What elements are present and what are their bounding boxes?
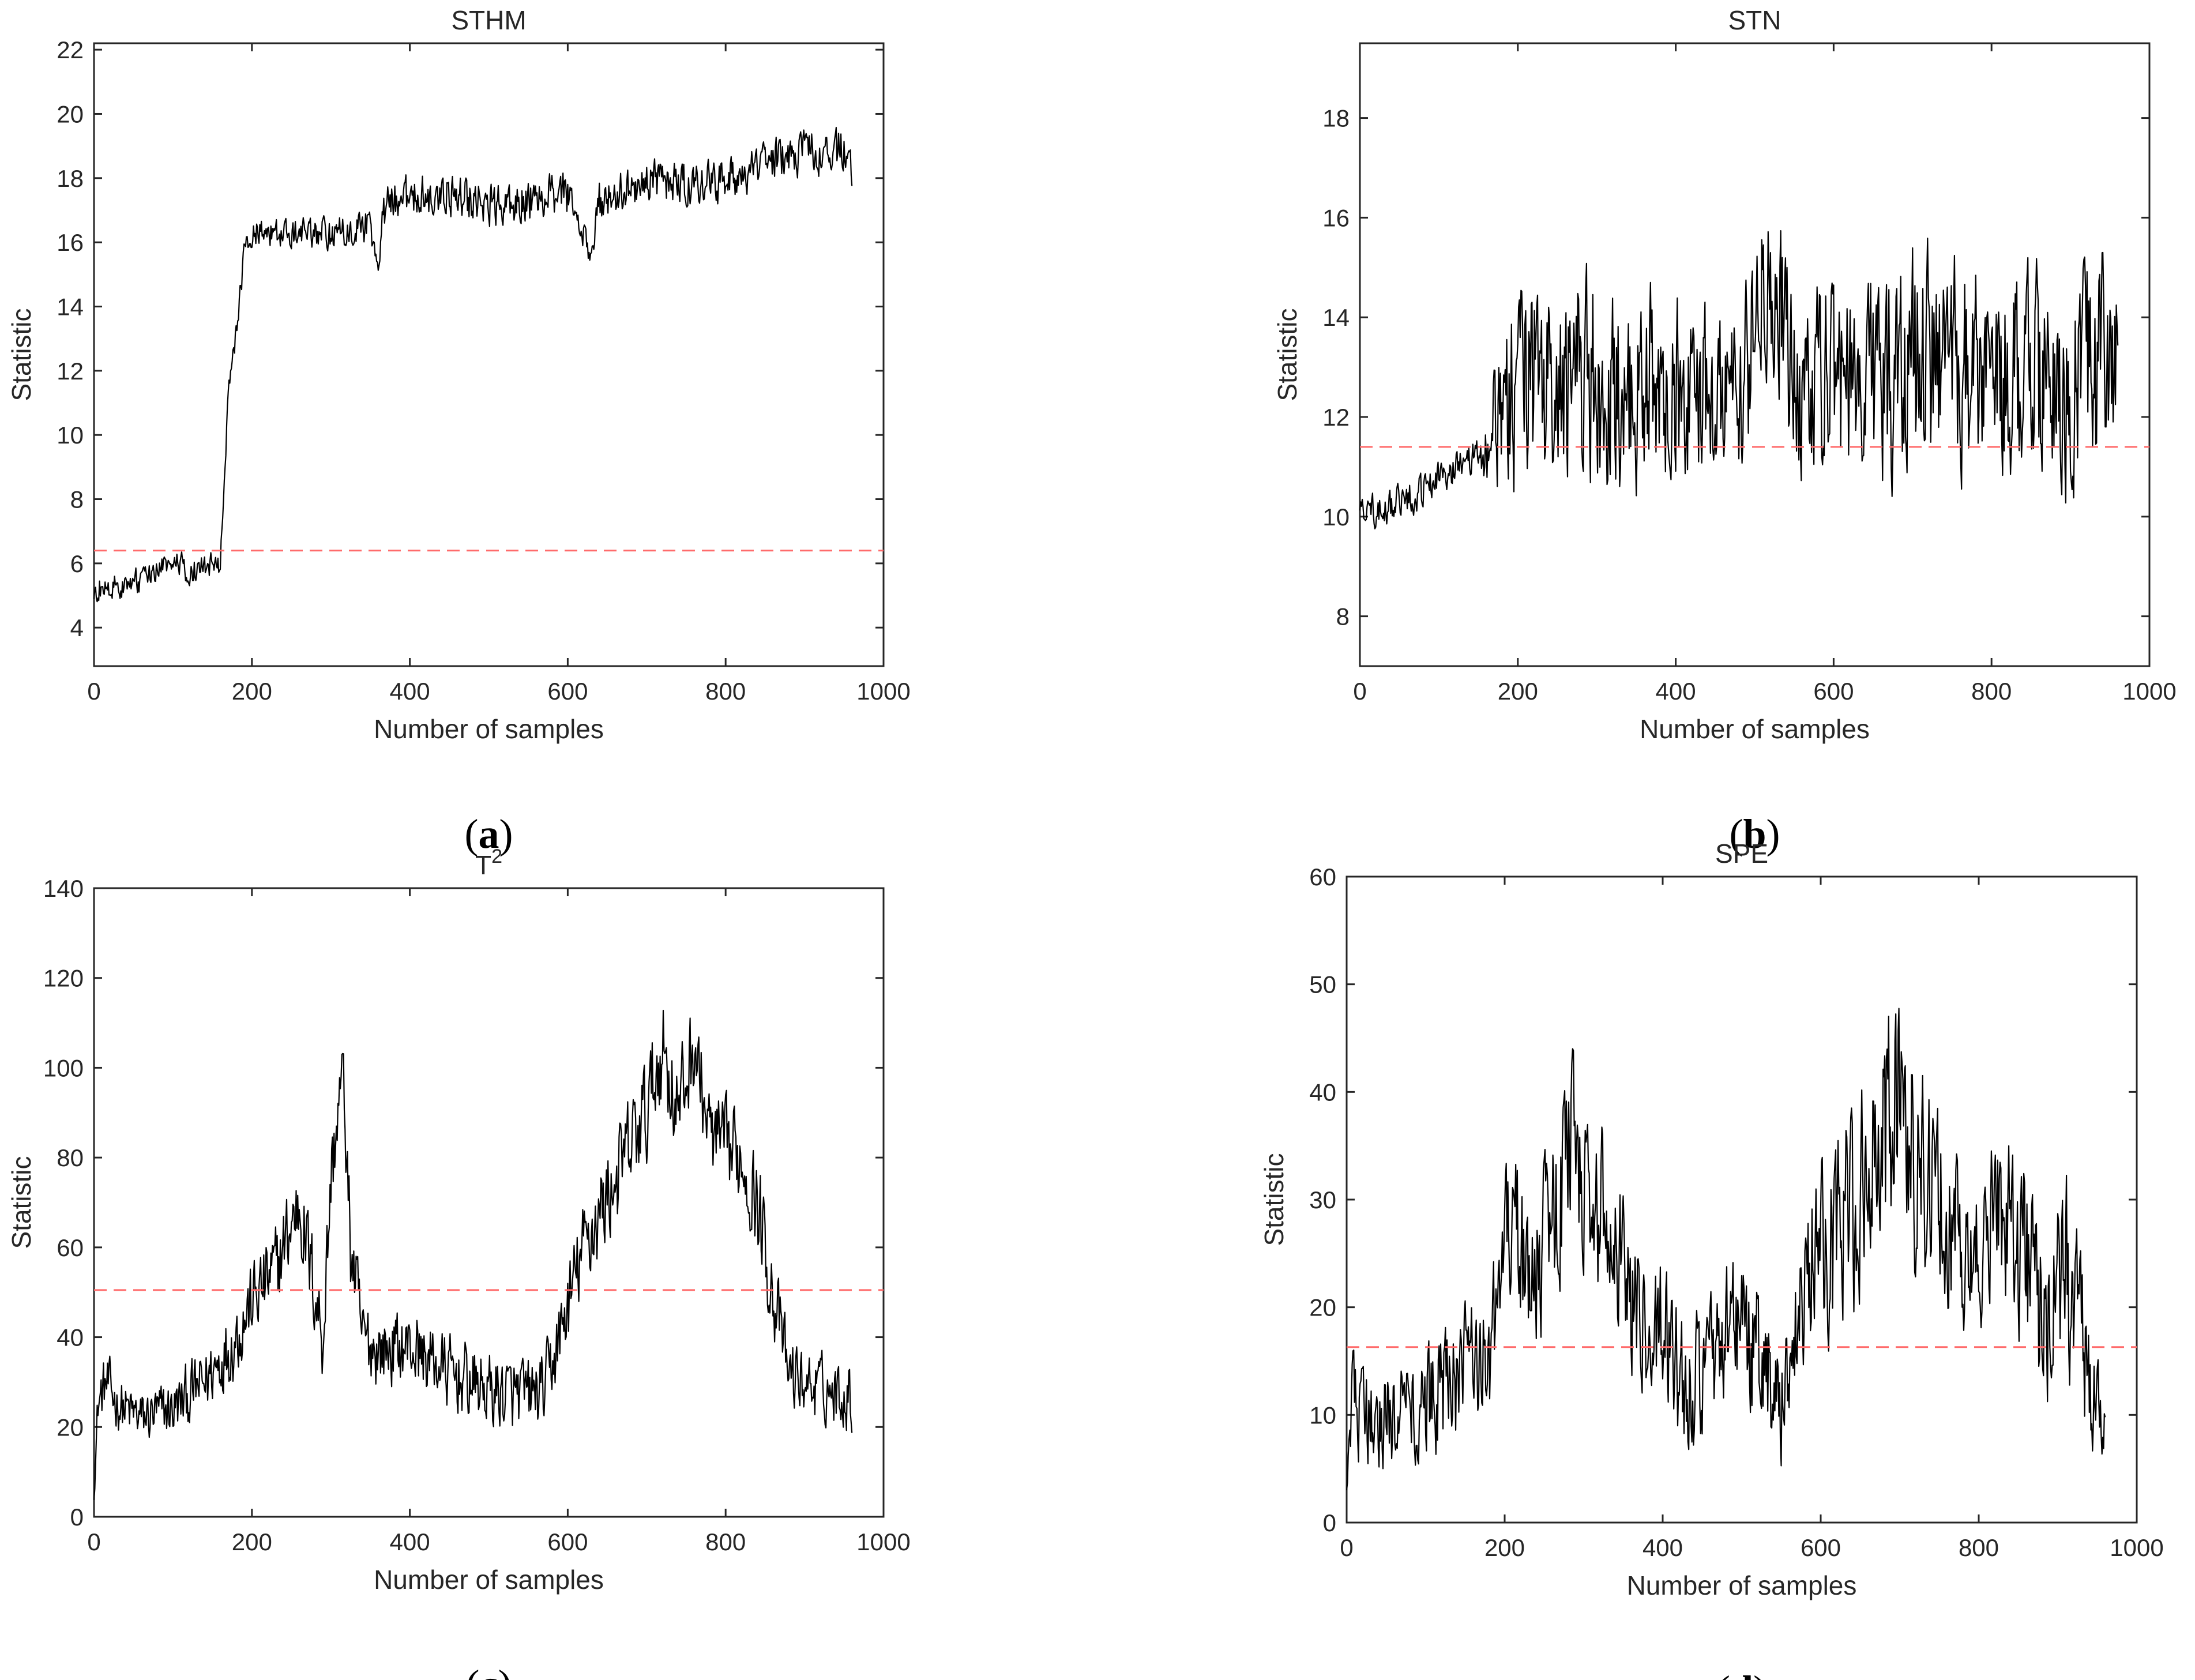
chart-title: SPE xyxy=(1715,839,1768,869)
y-tick-label: 20 xyxy=(57,1414,84,1441)
y-tick-label: 12 xyxy=(1322,404,1350,431)
x-tick-label: 600 xyxy=(547,678,588,705)
chart-title-text: STN xyxy=(1728,5,1781,35)
panel-label: (c) xyxy=(466,1662,512,1680)
chart-title-text: STHM xyxy=(451,5,526,35)
x-tick-label: 0 xyxy=(87,678,100,705)
y-tick-label: 16 xyxy=(57,229,84,256)
x-axis-label: Number of samples xyxy=(1640,714,1870,744)
y-tick-label: 80 xyxy=(57,1144,84,1171)
x-tick-label: 800 xyxy=(705,1528,746,1555)
x-tick-label: 200 xyxy=(1484,1534,1525,1561)
x-tick-label: 600 xyxy=(547,1528,588,1555)
chart-title-superscript: 2 xyxy=(491,845,502,867)
x-tick-label: 400 xyxy=(390,1528,430,1555)
x-tick-label: 400 xyxy=(1656,678,1696,705)
y-tick-label: 30 xyxy=(1309,1186,1336,1213)
y-axis-label: Statistic xyxy=(1259,1153,1289,1246)
series-line xyxy=(1359,230,2119,529)
panel-label: (b) xyxy=(1729,811,1780,857)
panel-label: (a) xyxy=(465,811,513,857)
y-tick-label: 10 xyxy=(1309,1401,1336,1429)
x-tick-label: 1000 xyxy=(2110,1534,2163,1561)
series-line xyxy=(93,1009,853,1500)
x-axis-label: Number of samples xyxy=(374,714,604,744)
panel-label: (d) xyxy=(1716,1667,1767,1680)
y-tick-label: 10 xyxy=(57,422,84,449)
x-tick-label: 1000 xyxy=(856,1528,910,1555)
y-axis-label: Statistic xyxy=(1272,308,1302,401)
x-tick-label: 200 xyxy=(232,678,272,705)
y-tick-label: 6 xyxy=(70,550,84,577)
x-tick-label: 0 xyxy=(1353,678,1366,705)
y-tick-label: 8 xyxy=(70,486,84,513)
y-tick-label: 22 xyxy=(57,36,84,63)
y-tick-label: 60 xyxy=(1309,863,1336,890)
panel-letter: b xyxy=(1743,811,1766,857)
chart-title: T2 xyxy=(475,845,502,880)
y-tick-label: 4 xyxy=(70,614,84,641)
y-tick-label: 14 xyxy=(1322,304,1350,331)
y-tick-label: 100 xyxy=(43,1054,84,1081)
x-tick-label: 800 xyxy=(1959,1534,1999,1561)
x-tick-label: 1000 xyxy=(856,678,910,705)
x-tick-label: 400 xyxy=(390,678,430,705)
y-tick-label: 60 xyxy=(57,1234,84,1261)
chart-panel-d: 0 200 400 600 800 1000 0 10 20 30 40 50 60 SPE Number … xyxy=(1259,839,2164,1680)
y-tick-label: 140 xyxy=(43,875,84,902)
y-tick-label: 40 xyxy=(57,1324,84,1351)
series-line xyxy=(1345,1008,2106,1491)
y-tick-label: 0 xyxy=(70,1504,84,1531)
panel-letter: a xyxy=(479,811,499,857)
y-axis-label: Statistic xyxy=(6,308,36,401)
x-tick-label: 400 xyxy=(1643,1534,1683,1561)
x-tick-label: 200 xyxy=(1498,678,1538,705)
y-tick-label: 50 xyxy=(1309,971,1336,998)
axes-frame xyxy=(93,42,885,667)
y-tick-label: 10 xyxy=(1322,503,1350,531)
y-tick-label: 14 xyxy=(57,293,84,320)
axes-frame xyxy=(1345,875,2138,1524)
x-tick-label: 0 xyxy=(1340,1534,1353,1561)
y-tick-label: 120 xyxy=(43,965,84,992)
y-tick-label: 12 xyxy=(57,358,84,385)
panel-letter: d xyxy=(1730,1667,1753,1680)
y-tick-label: 18 xyxy=(1322,105,1350,132)
x-tick-label: 600 xyxy=(1813,678,1854,705)
y-tick-label: 18 xyxy=(57,165,84,192)
chart-title: STN xyxy=(1728,5,1781,35)
y-tick-label: 0 xyxy=(1323,1509,1336,1536)
y-axis-label: Statistic xyxy=(6,1156,36,1249)
x-tick-label: 800 xyxy=(1971,678,2012,705)
x-tick-label: 0 xyxy=(87,1528,100,1555)
x-axis-label: Number of samples xyxy=(1627,1570,1857,1600)
y-tick-label: 20 xyxy=(57,100,84,127)
x-tick-label: 800 xyxy=(705,678,746,705)
chart-panel-b: 0 200 400 600 800 1000 8 10 12 14 16 18 STN Number of… xyxy=(1272,5,2177,857)
y-tick-label: 16 xyxy=(1322,204,1350,231)
axes-frame xyxy=(93,887,885,1518)
axes-frame xyxy=(1359,42,2151,667)
chart-panel-a: 0 200 400 600 800 1000 4 6 8 10 12 14 16 18 20 22 STHM Nu… xyxy=(6,5,911,857)
y-tick-label: 8 xyxy=(1336,603,1350,630)
chart-panel-c: 0 200 400 600 800 1000 0 20 40 60 80 100 120 140 T2 Num… xyxy=(6,845,911,1680)
chart-title: STHM xyxy=(451,5,526,35)
y-tick-label: 40 xyxy=(1309,1078,1336,1106)
x-tick-label: 200 xyxy=(232,1528,272,1555)
y-tick-label: 20 xyxy=(1309,1294,1336,1321)
x-tick-label: 1000 xyxy=(2122,678,2176,705)
series-line xyxy=(93,126,853,603)
x-tick-label: 600 xyxy=(1801,1534,1841,1561)
x-axis-label: Number of samples xyxy=(374,1565,604,1595)
chart-title-text: T xyxy=(475,850,491,880)
chart-title-text: SPE xyxy=(1715,839,1768,869)
panel-letter: c xyxy=(480,1662,498,1680)
